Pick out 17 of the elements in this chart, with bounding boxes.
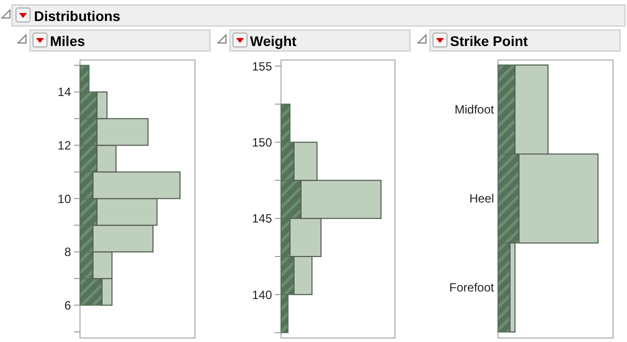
chart-title: Miles	[50, 33, 86, 49]
chart-title: Weight	[250, 33, 297, 49]
y-tick-label: 6	[64, 298, 72, 312]
y-tick-label: 8	[64, 245, 72, 260]
bar	[510, 242, 516, 332]
y-tick-label: 150	[252, 135, 272, 150]
y-tick-label: Heel	[469, 192, 494, 206]
y-tick-label: 12	[58, 138, 72, 152]
text: Distributions	[34, 8, 121, 24]
y-tick-label: 155	[252, 59, 272, 74]
y-tick-label: 14	[58, 85, 72, 100]
y-tick-label: 145	[252, 212, 272, 226]
y-tick-label: Midfoot	[454, 102, 495, 117]
y-tick-label: 140	[252, 288, 272, 302]
chart-title: Strike Point	[450, 33, 528, 49]
y-tick-label: Forefoot	[449, 280, 495, 295]
y-tick-label: 10	[58, 192, 72, 206]
